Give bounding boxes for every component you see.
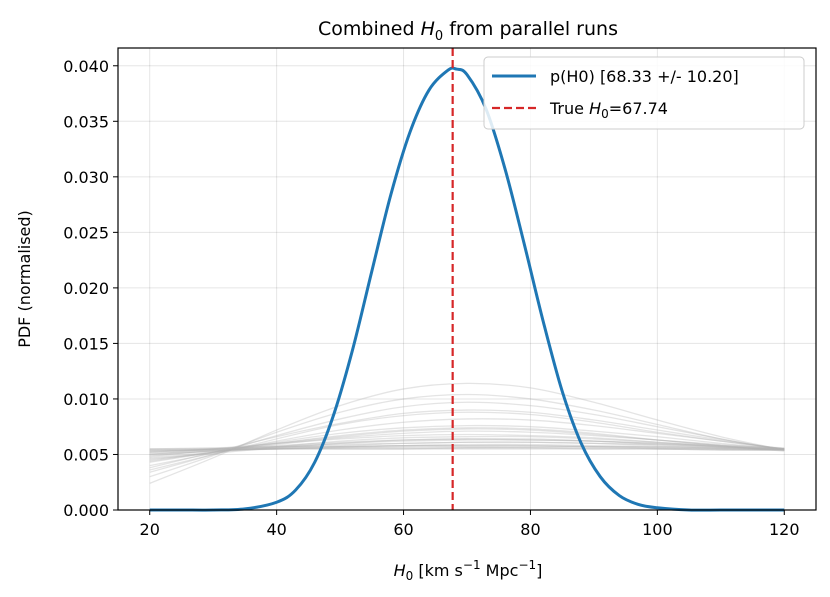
legend-box (483, 56, 805, 130)
x-tick-label: 20 (140, 520, 160, 539)
y-tick-label: 0.020 (63, 279, 109, 298)
legend: p(H0) [68.33 +/- 10.20] True H0=67.74 (483, 56, 805, 130)
run-curve-14 (149, 447, 785, 451)
combined-curve-group (149, 66, 785, 512)
run-curve-1 (149, 382, 785, 484)
y-tick-label: 0.015 (63, 334, 109, 353)
y-tick-label: 0.025 (63, 223, 109, 242)
x-tick-label: 120 (769, 520, 800, 539)
run-curve-18 (149, 438, 785, 453)
run-curve-23 (149, 427, 785, 462)
x-tick-label: 80 (520, 520, 540, 539)
x-tick-label: 40 (266, 520, 286, 539)
x-axis-label: H0 [km s−1 Mpc−1] (394, 558, 543, 583)
plot-frame (117, 47, 817, 511)
legend-combined-label: p(H0) [68.33 +/- 10.20] (550, 67, 739, 86)
y-tick-label: 0.005 (63, 445, 109, 464)
run-curve-3 (149, 401, 785, 473)
run-curve-5 (149, 418, 785, 467)
y-tick-label: 0.035 (63, 112, 109, 131)
x-tick-label: 100 (642, 520, 673, 539)
run-curve-13 (149, 447, 785, 452)
run-curve-17 (149, 433, 785, 456)
chart-title: Combined H0 from parallel runs (318, 18, 618, 44)
run-curve-12 (149, 445, 785, 453)
run-curve-7 (149, 430, 785, 461)
run-curve-4 (149, 409, 785, 469)
run-curve-6 (149, 424, 785, 463)
run-curve-19 (149, 438, 785, 460)
x-axis-ticks: 20 40 60 80 100 120 (140, 510, 800, 539)
individual-run-curves (149, 382, 785, 484)
y-axis-label: PDF (normalised) (15, 210, 34, 348)
run-curve-8 (149, 435, 785, 459)
legend-true-label: True H0=67.74 (549, 99, 668, 121)
run-curve-10 (149, 441, 785, 456)
run-curve-2 (149, 393, 785, 478)
run-curve-11 (149, 443, 785, 455)
run-curve-20 (149, 441, 785, 452)
y-axis-ticks: 0.000 0.005 0.010 0.015 0.020 0.025 0.030 0.035… (63, 57, 118, 520)
run-curve-22 (149, 444, 785, 450)
x-tick-label: 60 (393, 520, 413, 539)
run-curve-15 (149, 448, 785, 451)
y-tick-label: 0.010 (63, 390, 109, 409)
y-tick-label: 0.040 (63, 57, 109, 76)
y-tick-label: 0.030 (63, 168, 109, 187)
run-curve-16 (149, 428, 785, 458)
y-tick-label: 0.000 (63, 501, 109, 520)
run-curve-24 (149, 411, 785, 471)
run-curve-21 (149, 444, 785, 451)
combined-pdf-curve (149, 66, 785, 512)
run-curve-9 (149, 439, 785, 457)
